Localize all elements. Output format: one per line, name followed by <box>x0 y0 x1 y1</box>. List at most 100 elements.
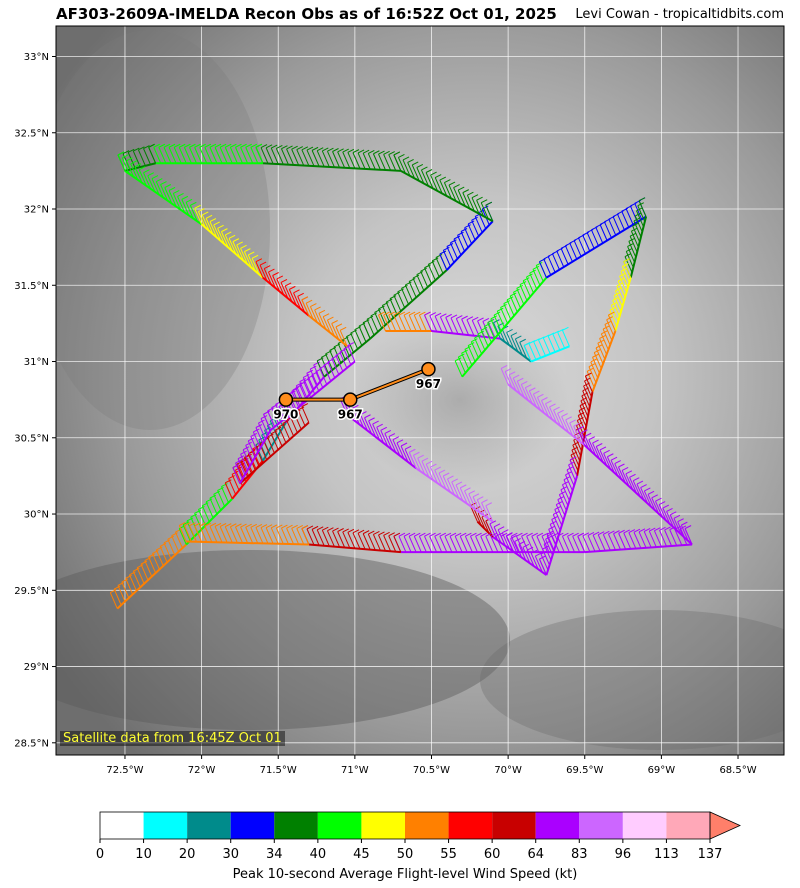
colorbar-tick-label: 83 <box>571 847 588 862</box>
wind-barb <box>634 215 643 233</box>
wind-barb-flag <box>595 344 603 349</box>
wind-barb-flag <box>523 277 530 282</box>
pressure-label: 967 <box>338 408 363 422</box>
wind-barb-flag <box>322 147 329 152</box>
wind-barb-flag <box>588 436 596 441</box>
wind-barb <box>183 525 192 542</box>
wind-barb-flag <box>474 334 481 339</box>
wind-barb <box>579 405 588 422</box>
flight-track <box>109 143 693 610</box>
wind-barb <box>621 470 630 487</box>
lat-tick-label: 32°N <box>24 205 49 216</box>
wind-barb-flag <box>549 520 557 525</box>
wind-barb-flag <box>117 151 125 156</box>
wind-barb-flag <box>136 564 144 569</box>
wind-barb-flag <box>368 530 375 535</box>
track-segment <box>232 410 272 485</box>
wind-barb-flag <box>190 513 197 518</box>
wind-barb-flag <box>205 498 213 503</box>
wind-barb <box>289 416 298 433</box>
track-segment <box>577 425 693 546</box>
colorbar-tick-label: 0 <box>96 847 104 862</box>
wind-barb-flag <box>225 231 232 236</box>
wind-barb <box>171 535 180 552</box>
wind-barb <box>564 245 573 262</box>
wind-barb-flag <box>568 461 575 466</box>
wind-barb-flag <box>362 149 370 154</box>
wind-barb-flag <box>209 218 217 223</box>
wind-barb-flag <box>481 499 488 504</box>
wind-barb-flag <box>126 157 133 162</box>
wind-barb-flag <box>291 387 298 392</box>
wind-barb <box>260 418 269 435</box>
wind-barb <box>358 325 367 343</box>
wind-barb <box>172 193 181 210</box>
wind-barb-flag <box>448 181 456 186</box>
wind-barb <box>306 373 315 390</box>
wind-barb-flag <box>306 369 313 374</box>
wind-barb-flag <box>416 271 424 276</box>
wind-barb <box>483 326 492 343</box>
wind-barb-flag <box>380 426 387 431</box>
wind-barb-flag <box>382 302 389 306</box>
wind-barb-flag <box>251 447 259 452</box>
wind-barb-flag <box>617 277 625 282</box>
wind-barb-flag <box>189 143 196 148</box>
wind-barb <box>263 440 272 457</box>
wind-barb <box>284 285 293 303</box>
colorbar-tick-label: 96 <box>615 847 632 862</box>
wind-barb <box>627 246 636 263</box>
wind-barb-flag <box>643 527 651 532</box>
wind-barb <box>314 309 323 327</box>
wind-barb <box>489 523 498 541</box>
wind-barb-flag <box>559 491 566 496</box>
wind-barb-flag <box>421 457 429 462</box>
wind-barb <box>127 152 136 169</box>
wind-barb <box>555 504 564 521</box>
wind-barb-flag <box>443 246 450 251</box>
wind-barb-flag <box>323 361 331 366</box>
wind-barb-flag <box>654 527 661 532</box>
wind-barb <box>305 302 314 320</box>
wind-barb-flag <box>419 311 426 316</box>
wind-barb-flag <box>597 339 605 344</box>
wind-barb-flag <box>209 143 217 148</box>
wind-barb-flag <box>546 530 554 535</box>
wind-barb <box>557 413 566 430</box>
wind-barb <box>194 208 203 225</box>
wind-barb-flag <box>342 148 349 153</box>
wind-barb <box>592 442 601 460</box>
wind-barb-flag <box>303 378 310 382</box>
wind-barb <box>664 529 673 547</box>
wind-barb-flag <box>376 423 383 428</box>
wind-barb <box>362 322 371 339</box>
wind-barb <box>454 535 463 553</box>
wind-barb-flag <box>466 316 474 321</box>
wind-barb <box>343 348 352 365</box>
wind-barb <box>224 526 233 543</box>
wind-barb <box>408 535 417 553</box>
colorbar-tick-label: 113 <box>654 847 679 862</box>
wind-barb-flag <box>519 338 526 343</box>
wind-barb-flag <box>577 412 585 416</box>
wind-barb-flag <box>602 325 610 330</box>
wind-barb <box>228 478 237 495</box>
wind-barb <box>367 533 376 551</box>
wind-barb <box>252 431 261 449</box>
wind-barb-flag <box>618 529 625 534</box>
wind-barb-flag <box>297 406 305 411</box>
wind-barb <box>337 531 346 548</box>
wind-barb-flag <box>236 241 243 246</box>
wind-barb-flag <box>562 481 569 486</box>
wind-barb-flag <box>455 481 463 486</box>
wind-barb-flag <box>457 186 465 191</box>
wind-barb <box>610 459 619 477</box>
wind-barb <box>143 172 151 189</box>
wind-barb-flag <box>255 523 263 528</box>
wind-barb-flag <box>268 268 275 273</box>
wind-barb <box>454 360 463 377</box>
wind-barb-flag <box>280 278 288 283</box>
wind-barb-flag <box>535 262 543 266</box>
wind-barb <box>136 567 145 584</box>
wind-barb-flag <box>446 243 454 247</box>
